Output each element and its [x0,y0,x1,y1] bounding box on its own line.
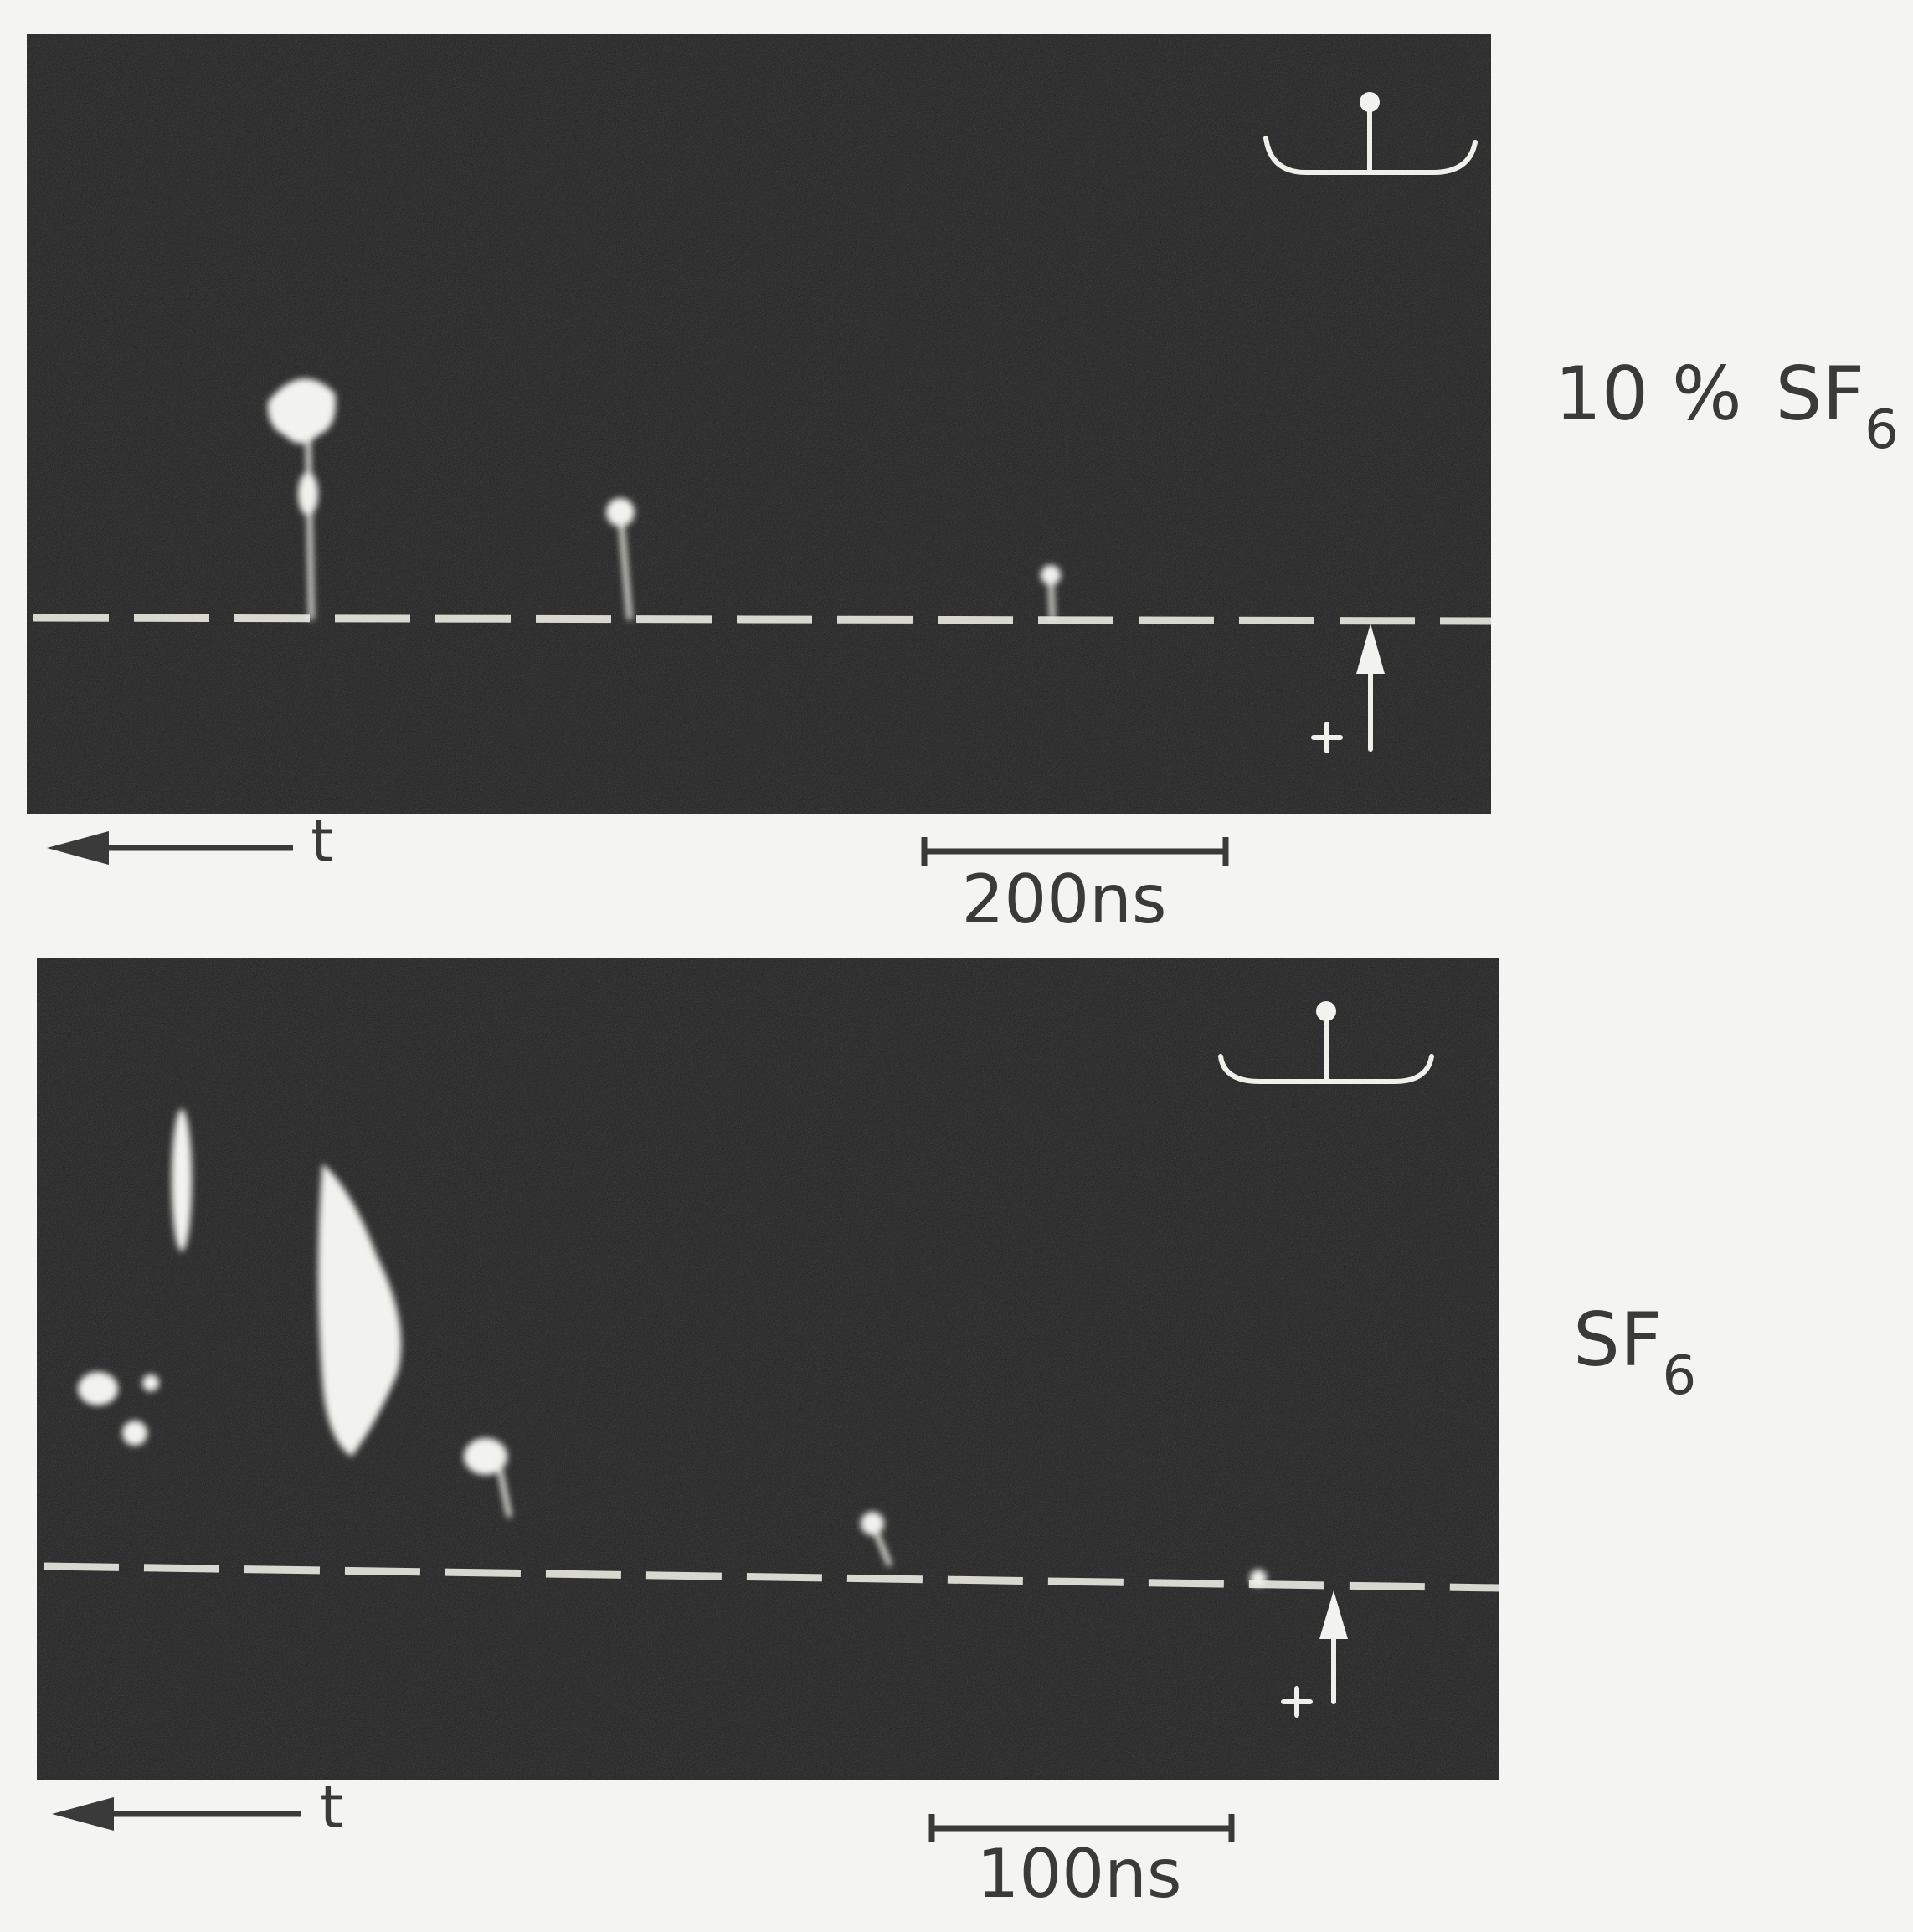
label-subscript: 6 [1662,1345,1696,1407]
scale-label: 100ns [976,1835,1181,1913]
electrode-symbol [1360,92,1380,112]
scale-label: 200ns [961,861,1166,938]
stem [1048,573,1055,620]
label-gas: SF [1573,1297,1662,1383]
panel-label: SF6 [1573,1297,1696,1407]
time-label: t [320,1773,342,1842]
stem [496,1458,512,1518]
blob [267,378,336,444]
marker-arrow [1319,1590,1348,1639]
discharges [78,1109,1267,1586]
stem [306,433,314,620]
baseline [33,614,1492,625]
plume [318,1164,402,1457]
scale-bar [921,837,1229,866]
discharges [267,378,1061,620]
time-label: t [311,807,333,876]
blob [122,1421,147,1446]
time-arrow [52,1797,114,1831]
panel-top [27,34,1492,814]
blob [1250,1570,1267,1586]
plus-sign [1281,1686,1313,1718]
label-prefix: 10 % [1555,351,1742,437]
stem [870,1521,892,1566]
label-subscript: 6 [1864,399,1899,461]
electrode-symbol [1316,1001,1336,1021]
blob [142,1374,159,1391]
stem [618,510,632,620]
photo-grain [37,958,1499,1780]
streak [172,1109,192,1251]
photo-grain [27,34,1491,814]
label-gas: SF [1776,351,1864,437]
marker-arrow [1356,624,1385,674]
plus-sign [1311,722,1343,753]
blob [78,1372,118,1405]
scale-bar [928,1814,1235,1842]
time-arrow [47,831,109,865]
panel-label: 10 % SF6 [1555,351,1899,461]
panel-bottom [37,958,1500,1780]
blob [464,1438,507,1475]
